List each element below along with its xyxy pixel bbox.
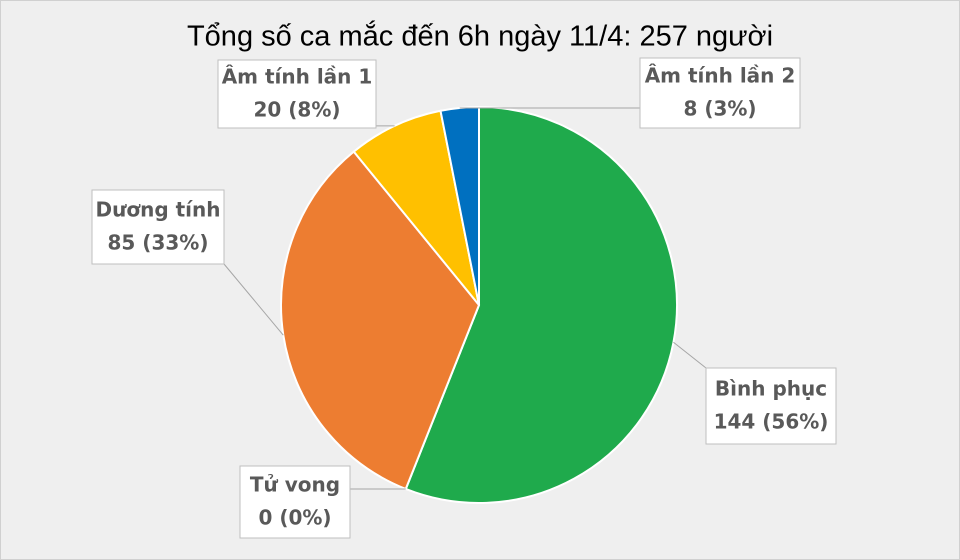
label-box — [217, 59, 377, 129]
label-box — [639, 57, 801, 129]
category-label: Bình phục — [715, 377, 827, 401]
pie-slice — [352, 109, 480, 306]
pie-slice — [280, 150, 481, 491]
value-label: 20 (8%) — [253, 98, 340, 122]
category-label: Âm tính lần 2 — [645, 64, 796, 88]
category-label: Âm tính lần 1 — [222, 65, 373, 89]
category-label: Dương tính — [96, 198, 221, 222]
leader-line — [223, 263, 284, 336]
value-label: 8 (3%) — [683, 97, 756, 121]
label-box — [91, 189, 225, 265]
chart-title: Tổng số ca mắc đến 6h ngày 11/4: 257 ngư… — [187, 20, 773, 53]
label-box — [705, 367, 837, 445]
leader-line — [673, 341, 707, 369]
value-label: 144 (56%) — [714, 410, 829, 434]
value-label: 85 (33%) — [108, 231, 209, 255]
label-box — [239, 465, 351, 539]
pie-slice — [404, 105, 678, 504]
category-label: Tử vong — [250, 473, 340, 497]
value-label: 0 (0%) — [258, 506, 331, 530]
